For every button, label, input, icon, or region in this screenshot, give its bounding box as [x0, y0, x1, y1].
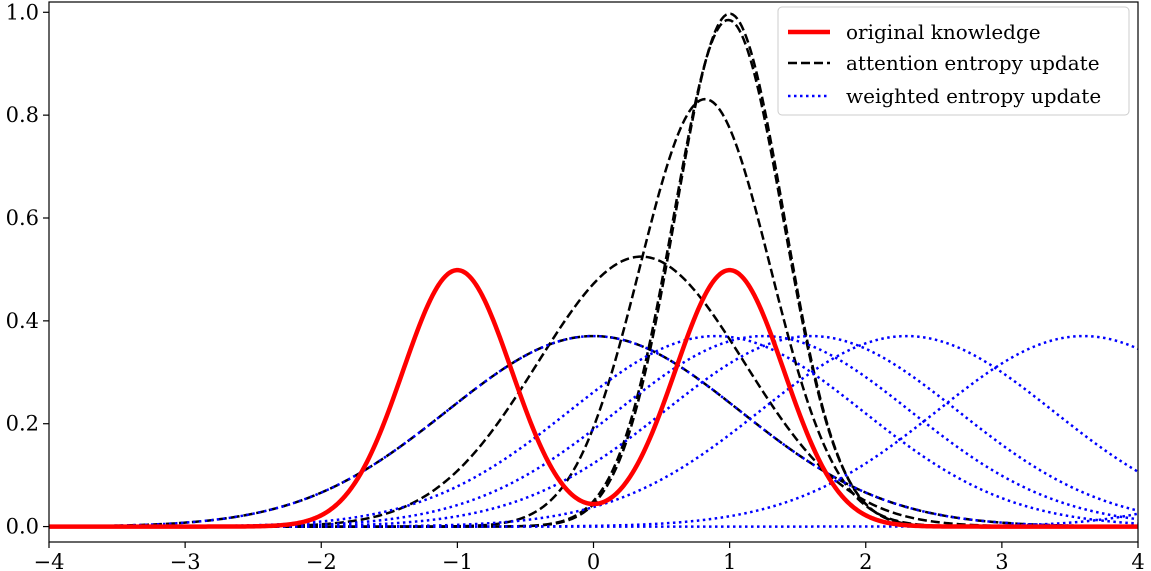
series-line-4	[49, 18, 1138, 528]
x-tick-label: −2	[306, 550, 337, 571]
y-tick-label: 0.2	[6, 412, 39, 436]
series-line-8	[49, 334, 1139, 528]
x-tick-label: −3	[170, 550, 201, 571]
y-tick-label: 0.6	[6, 206, 39, 230]
legend-box	[777, 6, 1130, 116]
y-tick-label: 0.4	[6, 309, 39, 333]
y-tick-label: 1.0	[6, 0, 39, 24]
x-tick-label: 2	[859, 550, 872, 571]
x-tick-label: 0	[587, 550, 600, 571]
legend-label-weighted: weighted entropy update	[846, 84, 1101, 108]
series-line-11	[49, 334, 1139, 528]
x-tick-label: 1	[723, 550, 736, 571]
series-line-0	[48, 267, 1139, 529]
x-tick-label: −1	[442, 550, 473, 571]
series-layer	[48, 12, 1139, 529]
series-line-6	[48, 334, 1139, 528]
legend-label-original: original knowledge	[846, 20, 1041, 44]
series-line-3	[49, 97, 1138, 528]
series-line-2	[49, 255, 1138, 528]
series-line-10	[49, 334, 1139, 528]
x-tick-label: −4	[34, 550, 65, 571]
legend: original knowledge attention entropy upd…	[777, 6, 1130, 116]
y-tick-label: 0.8	[6, 103, 39, 127]
series-line-1	[48, 334, 1139, 528]
y-tick-label: 0.0	[6, 515, 39, 539]
series-line-7	[48, 334, 1139, 528]
x-tick-label: 3	[995, 550, 1008, 571]
x-tick-label: 4	[1131, 550, 1144, 571]
axis-layer: −4 −3 −2 −1 0 1 2 3 4 0.0 0.2 0.4 0.6 0.8 1.0	[6, 0, 1145, 571]
series-line-9	[49, 334, 1139, 528]
legend-label-attention: attention entropy update	[846, 51, 1100, 75]
